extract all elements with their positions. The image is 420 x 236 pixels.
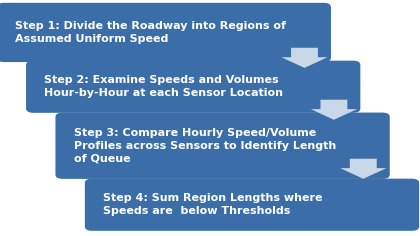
Text: Step 2: Examine Speeds and Volumes
Hour-by-Hour at each Sensor Location: Step 2: Examine Speeds and Volumes Hour-… (44, 75, 283, 98)
Text: Step 3: Compare Hourly Speed/Volume
Profiles across Sensors to Identify Length
o: Step 3: Compare Hourly Speed/Volume Prof… (74, 128, 336, 164)
Polygon shape (281, 48, 328, 68)
Polygon shape (340, 159, 386, 179)
FancyBboxPatch shape (0, 3, 331, 62)
Polygon shape (311, 100, 357, 120)
FancyBboxPatch shape (26, 61, 360, 113)
Text: Step 1: Divide the Roadway into Regions of
Assumed Uniform Speed: Step 1: Divide the Roadway into Regions … (15, 21, 286, 44)
FancyBboxPatch shape (55, 113, 390, 179)
FancyBboxPatch shape (85, 179, 419, 231)
Text: Step 4: Sum Region Lengths where
Speeds are  below Thresholds: Step 4: Sum Region Lengths where Speeds … (103, 193, 323, 216)
